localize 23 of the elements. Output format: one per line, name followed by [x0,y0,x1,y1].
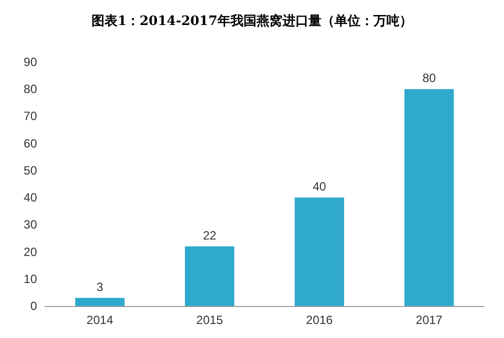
x-tick-label: 2015 [196,313,224,327]
x-tick-label: 2016 [306,313,334,327]
x-tick-label: 2017 [416,313,443,327]
chart-title: 图表1：2014-2017年我国燕窝进口量（单位：万吨） [92,13,412,29]
y-tick-label: 40 [24,190,38,205]
data-label: 3 [96,280,104,294]
y-tick-label: 30 [24,218,38,232]
y-tick-label: 10 [24,272,38,286]
data-label: 40 [312,180,326,194]
bar [404,89,454,306]
y-tick-label: 60 [24,136,38,150]
x-tick-label: 2014 [86,313,114,327]
y-tick-label: 70 [24,109,38,124]
y-tick-label: 20 [24,244,38,259]
y-tick-label: 0 [30,299,38,313]
data-label: 80 [422,71,436,86]
y-tick-label: 50 [24,163,38,178]
bar [294,198,344,306]
bar [75,298,125,306]
y-tick-label: 90 [24,55,38,69]
bar [184,246,234,306]
data-label: 22 [202,228,217,242]
y-tick-label: 80 [24,82,38,96]
